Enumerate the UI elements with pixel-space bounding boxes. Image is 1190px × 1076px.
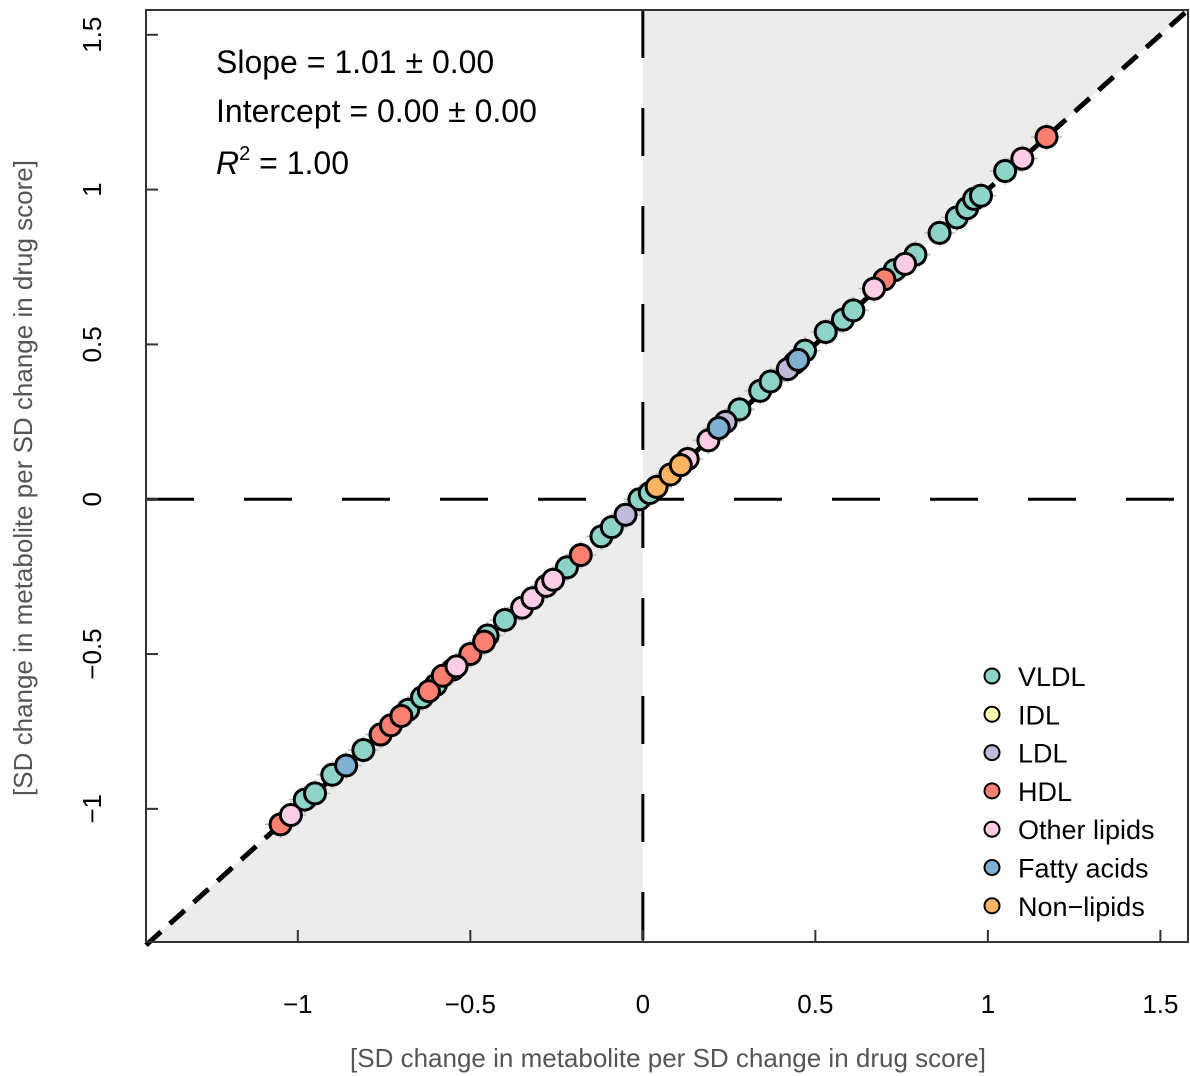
y-tick-label: 0.5 xyxy=(77,326,107,362)
data-point-other-lipids xyxy=(541,567,566,592)
legend: VLDL IDL LDL HDL Other lipids Fatty acids Non−… xyxy=(983,662,1155,922)
data-point-vldl xyxy=(492,607,517,632)
data-point-vldl xyxy=(841,298,866,323)
legend-marker xyxy=(983,705,1001,723)
x-tick-label: −0.5 xyxy=(445,989,496,1019)
data-point-other-lipids xyxy=(893,251,918,276)
x-tick-label: 1.5 xyxy=(1142,989,1178,1019)
x-axis-title: [SD change in metabolite per SD change i… xyxy=(350,1043,986,1073)
y-axis-ticks: −1 −0.5 0 0.5 1 1.5 xyxy=(77,17,158,824)
data-point-non-lipids xyxy=(668,453,693,478)
data-point-other-lipids xyxy=(1010,146,1035,171)
r-squared-symbol: R xyxy=(216,145,239,181)
data-point-other-lipids xyxy=(278,803,303,828)
legend-marker xyxy=(983,897,1001,915)
plot-frame xyxy=(145,9,1189,943)
x-axis-ticks: −1 −0.5 0 0.5 1 1.5 xyxy=(283,930,1178,1019)
intercept-annotation: Intercept = 0.00 ± 0.00 xyxy=(216,93,537,129)
legend-label: Other lipids xyxy=(1018,815,1155,845)
x-tick-label: 0 xyxy=(636,989,650,1019)
data-point-ldl xyxy=(613,502,638,527)
data-point-other-lipids xyxy=(862,276,887,301)
y-tick-label: 1.5 xyxy=(77,17,107,53)
x-tick-label: 1 xyxy=(981,989,995,1019)
data-point-other-lipids xyxy=(444,654,469,679)
data-point-vldl xyxy=(758,369,783,394)
r-squared-value: = 1.00 xyxy=(250,145,349,181)
legend-marker xyxy=(983,859,1001,876)
legend-marker xyxy=(983,667,1001,685)
data-point-hdl xyxy=(472,629,497,654)
data-point-vldl xyxy=(968,183,993,208)
data-point-vldl xyxy=(993,159,1018,184)
data-point-hdl xyxy=(568,542,593,567)
legend-marker xyxy=(983,782,1001,800)
x-tick-label: 0.5 xyxy=(797,989,833,1019)
data-point-vldl xyxy=(927,220,952,245)
y-tick-label: −1 xyxy=(77,794,107,824)
y-tick-label: 0 xyxy=(77,492,107,506)
legend-marker xyxy=(983,820,1001,838)
data-point-hdl xyxy=(416,679,441,704)
data-point-hdl xyxy=(389,703,414,728)
zero-axis-markers xyxy=(146,10,1188,942)
y-axis-title: [SD change in metabolite per SD change i… xyxy=(8,160,38,796)
legend-label: Non−lipids xyxy=(1018,892,1145,922)
r-squared-power: 2 xyxy=(239,143,250,165)
legend-label: IDL xyxy=(1018,700,1060,730)
legend-label: LDL xyxy=(1018,739,1068,769)
r-squared-annotation: R2 = 1.00 xyxy=(216,143,349,181)
data-point-vldl xyxy=(813,320,838,345)
legend-label: Fatty acids xyxy=(1018,854,1149,884)
legend-label: VLDL xyxy=(1018,662,1086,692)
data-point-vldl xyxy=(303,781,328,806)
y-tick-label: −0.5 xyxy=(77,628,107,679)
data-points xyxy=(268,124,1059,837)
x-tick-label: −1 xyxy=(283,989,313,1019)
data-point-fatty-acids xyxy=(706,416,731,441)
slope-annotation: Slope = 1.01 ± 0.00 xyxy=(216,44,494,80)
data-point-vldl xyxy=(351,738,376,763)
legend-marker xyxy=(983,744,1001,762)
data-point-fatty-acids xyxy=(334,753,359,778)
data-point-hdl xyxy=(1034,124,1059,149)
y-tick-label: 1 xyxy=(77,182,107,196)
data-point-fatty-acids xyxy=(786,347,811,372)
legend-label: HDL xyxy=(1018,777,1072,807)
